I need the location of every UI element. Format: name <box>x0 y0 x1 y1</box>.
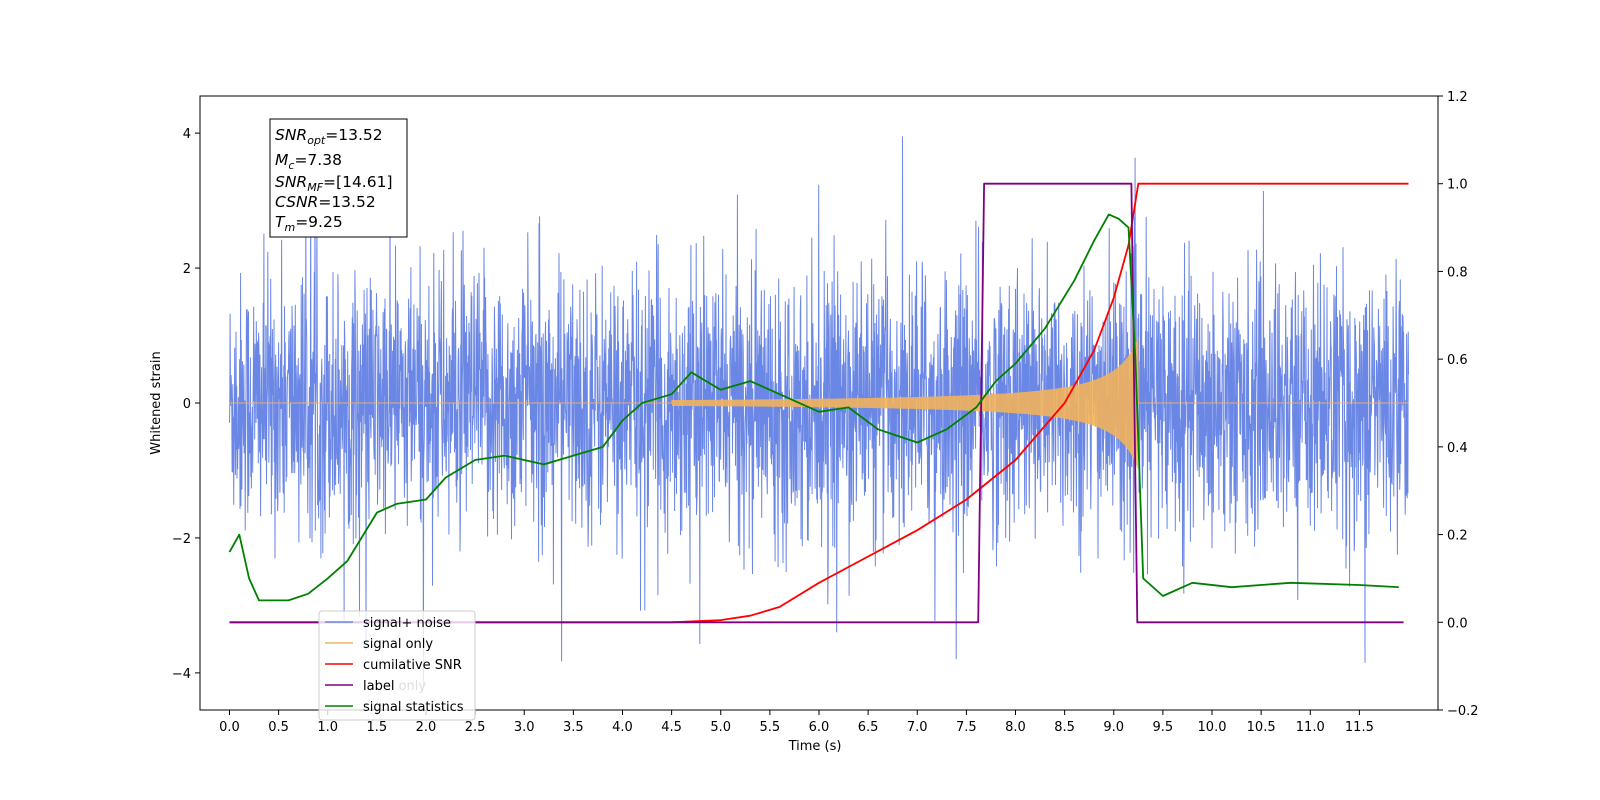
x-axis-label: Time (s) <box>788 739 842 754</box>
svg-text:cumilative SNR: cumilative SNR <box>363 658 462 673</box>
stats-annotation: SNRopt=13.52 Mc=7.38 SNRMF=[14.61] CSNR=… <box>269 118 408 238</box>
svg-text:signal statistics: signal statistics <box>363 700 464 715</box>
y-right-tick-label: 0.8 <box>1447 265 1468 280</box>
x-tick-label: 0.0 <box>219 720 240 735</box>
x-tick-label: 4.5 <box>661 720 682 735</box>
x-tick-label: 7.0 <box>907 720 928 735</box>
svg-text:label: label <box>363 679 394 694</box>
x-tick-label: 7.5 <box>956 720 977 735</box>
x-tick-label: 1.5 <box>367 720 388 735</box>
y-right-tick-label: 0.6 <box>1447 353 1468 368</box>
snr-mf-label: SNRMF=[14.61] <box>275 173 393 194</box>
series-layer <box>228 136 1409 687</box>
x-tick-label: 8.0 <box>1005 720 1026 735</box>
tm-label: Tm=9.25 <box>275 213 343 234</box>
y-right-tick-label: 0.4 <box>1447 441 1468 456</box>
x-tick-label: 10.0 <box>1198 720 1227 735</box>
x-tick-label: 2.0 <box>416 720 437 735</box>
legend-item-cumulative-snr: cumilative SNR <box>325 658 462 673</box>
y-right-tick-label: 1.2 <box>1447 90 1468 105</box>
legend-item-label: label only label <box>325 679 426 694</box>
y-axis-right: 1.2 1.0 0.8 0.6 0.4 0.2 0.0 −0.2 <box>1438 90 1479 719</box>
legend: signal+ noise signal only cumilative SNR… <box>318 610 476 721</box>
y-left-tick-label: 0 <box>183 397 191 412</box>
series-label-line <box>229 182 1404 624</box>
series-signal-statistics-line <box>228 213 1399 602</box>
legend-item-signal-statistics: signal statistics <box>325 700 464 715</box>
x-tick-label: 11.5 <box>1345 720 1374 735</box>
x-tick-label: 3.0 <box>514 720 535 735</box>
x-tick-label: 9.5 <box>1153 720 1174 735</box>
y-right-tick-label: −0.2 <box>1447 704 1479 719</box>
svg-text:signal only: signal only <box>363 637 433 652</box>
x-tick-label: 11.0 <box>1296 720 1325 735</box>
snr-opt-label: SNRopt=13.52 <box>275 126 383 147</box>
x-tick-label: 6.5 <box>858 720 879 735</box>
x-tick-label: 6.0 <box>809 720 830 735</box>
x-tick-label: 0.5 <box>268 720 289 735</box>
x-tick-label: 2.5 <box>465 720 486 735</box>
y-left-tick-label: 2 <box>183 262 191 277</box>
legend-item-signal-noise: signal+ noise <box>325 616 451 631</box>
x-tick-label: 8.5 <box>1054 720 1075 735</box>
legend-item-signal-only: signal only <box>325 637 433 652</box>
x-tick-label: 4.0 <box>612 720 633 735</box>
csnr-label: CSNR=13.52 <box>275 193 376 211</box>
legend-hidden-entry: label only <box>363 679 426 694</box>
y-left-tick-label: −2 <box>172 532 191 547</box>
svg-text:signal+ noise: signal+ noise <box>363 616 451 631</box>
x-axis: 0.0 0.5 1.0 1.5 2.0 2.5 3.0 3.5 4.0 4.5 5.0 5.5 6.0 6… <box>219 710 1374 735</box>
x-tick-label: 1.0 <box>317 720 338 735</box>
x-tick-label: 5.0 <box>710 720 731 735</box>
x-tick-label: 5.5 <box>760 720 781 735</box>
y-left-tick-label: 4 <box>183 127 191 142</box>
y-right-tick-label: 1.0 <box>1447 178 1468 193</box>
y-left-tick-label: −4 <box>172 667 191 682</box>
y-right-tick-label: 0.0 <box>1447 616 1468 631</box>
y-axis-label: Whitened strain <box>149 351 164 454</box>
x-tick-label: 10.5 <box>1247 720 1276 735</box>
y-axis-left: 4 2 0 −2 −4 <box>172 127 200 682</box>
x-tick-label: 9.0 <box>1103 720 1124 735</box>
x-tick-label: 3.5 <box>563 720 584 735</box>
series-cumilative-snr-line <box>229 182 1409 624</box>
series-signal-only-line <box>229 336 1409 468</box>
mc-label: Mc=7.38 <box>275 151 342 172</box>
y-right-tick-label: 0.2 <box>1447 529 1468 544</box>
